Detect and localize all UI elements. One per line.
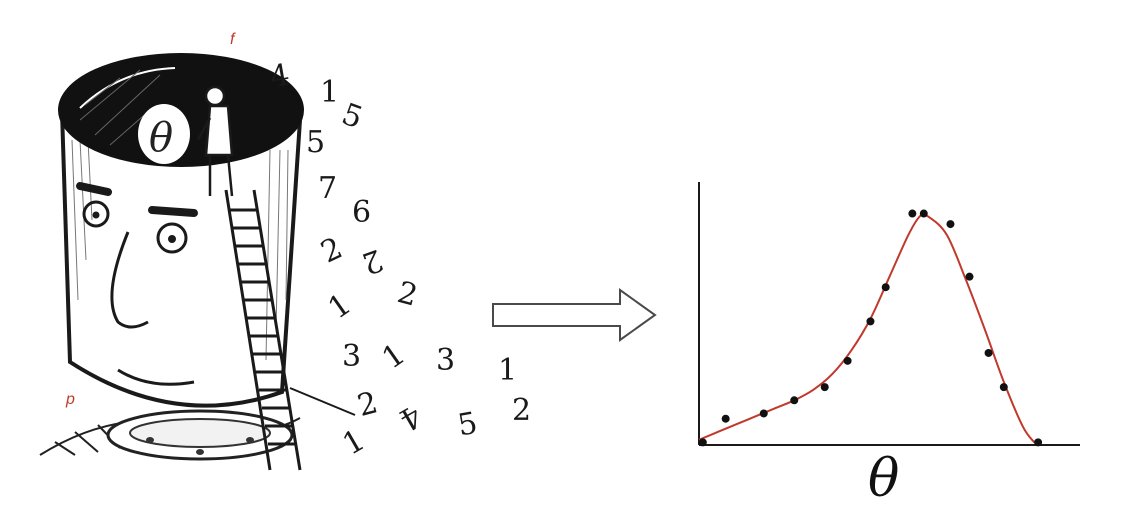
face <box>76 182 198 386</box>
digit: 2 <box>354 385 382 424</box>
data-point <box>984 348 993 357</box>
digit-stream: 4 1 5 5 7 6 2 2 1 2 3 1 3 1 2 4 5 2 1 <box>267 58 531 463</box>
right-eyebrow <box>148 206 198 217</box>
fit-curve <box>698 212 1036 443</box>
digit: 1 <box>320 75 339 110</box>
data-point <box>1034 438 1043 447</box>
data-point <box>790 396 799 405</box>
digit: 7 <box>318 171 337 206</box>
interior-crosshatch <box>79 69 161 146</box>
digit: 5 <box>455 406 480 444</box>
digit: 2 <box>394 275 422 314</box>
digit: 4 <box>393 397 427 437</box>
digit: 1 <box>498 353 517 388</box>
data-point <box>843 356 852 365</box>
data-point <box>820 383 829 392</box>
density-plot: θ <box>698 182 1080 509</box>
collar <box>106 409 294 461</box>
left-eyebrow <box>76 182 112 196</box>
right-arrow <box>492 288 657 342</box>
digit: 1 <box>337 423 371 463</box>
nose <box>110 231 149 329</box>
x-axis-label: θ <box>868 449 899 509</box>
digit: 2 <box>316 231 348 271</box>
label-f: f <box>230 31 236 48</box>
digit: 1 <box>322 287 358 327</box>
digit: 5 <box>337 97 367 136</box>
mouth <box>117 368 195 386</box>
right-eye <box>156 222 188 254</box>
digit: 2 <box>512 393 531 428</box>
data-point <box>866 317 875 326</box>
head-illustration: θ f p 4 <box>39 31 531 471</box>
data-point <box>881 283 890 292</box>
cylinder-shading <box>71 139 289 361</box>
head-opening <box>58 53 304 167</box>
data-point <box>965 272 974 281</box>
digit: 1 <box>376 337 412 377</box>
digit: 3 <box>342 339 361 374</box>
data-point <box>698 438 707 447</box>
head-theta-symbol: θ <box>149 115 173 161</box>
sample-points <box>698 209 1043 447</box>
left-eye <box>82 200 110 228</box>
ladder <box>224 189 302 471</box>
person-figure <box>196 85 234 197</box>
ladder-hook <box>289 387 356 416</box>
digit: 3 <box>436 343 455 378</box>
data-point <box>946 220 955 229</box>
head-cylinder <box>60 111 302 408</box>
label-p: p <box>65 391 75 408</box>
digit: 6 <box>352 195 371 230</box>
theta-glow <box>138 104 190 164</box>
digit: 5 <box>306 125 325 160</box>
digit: 2 <box>357 242 387 281</box>
data-point <box>908 209 917 218</box>
rim-highlight <box>79 67 176 109</box>
data-point <box>919 209 928 218</box>
data-point <box>721 414 730 423</box>
data-point <box>759 409 768 418</box>
data-point <box>999 383 1008 392</box>
